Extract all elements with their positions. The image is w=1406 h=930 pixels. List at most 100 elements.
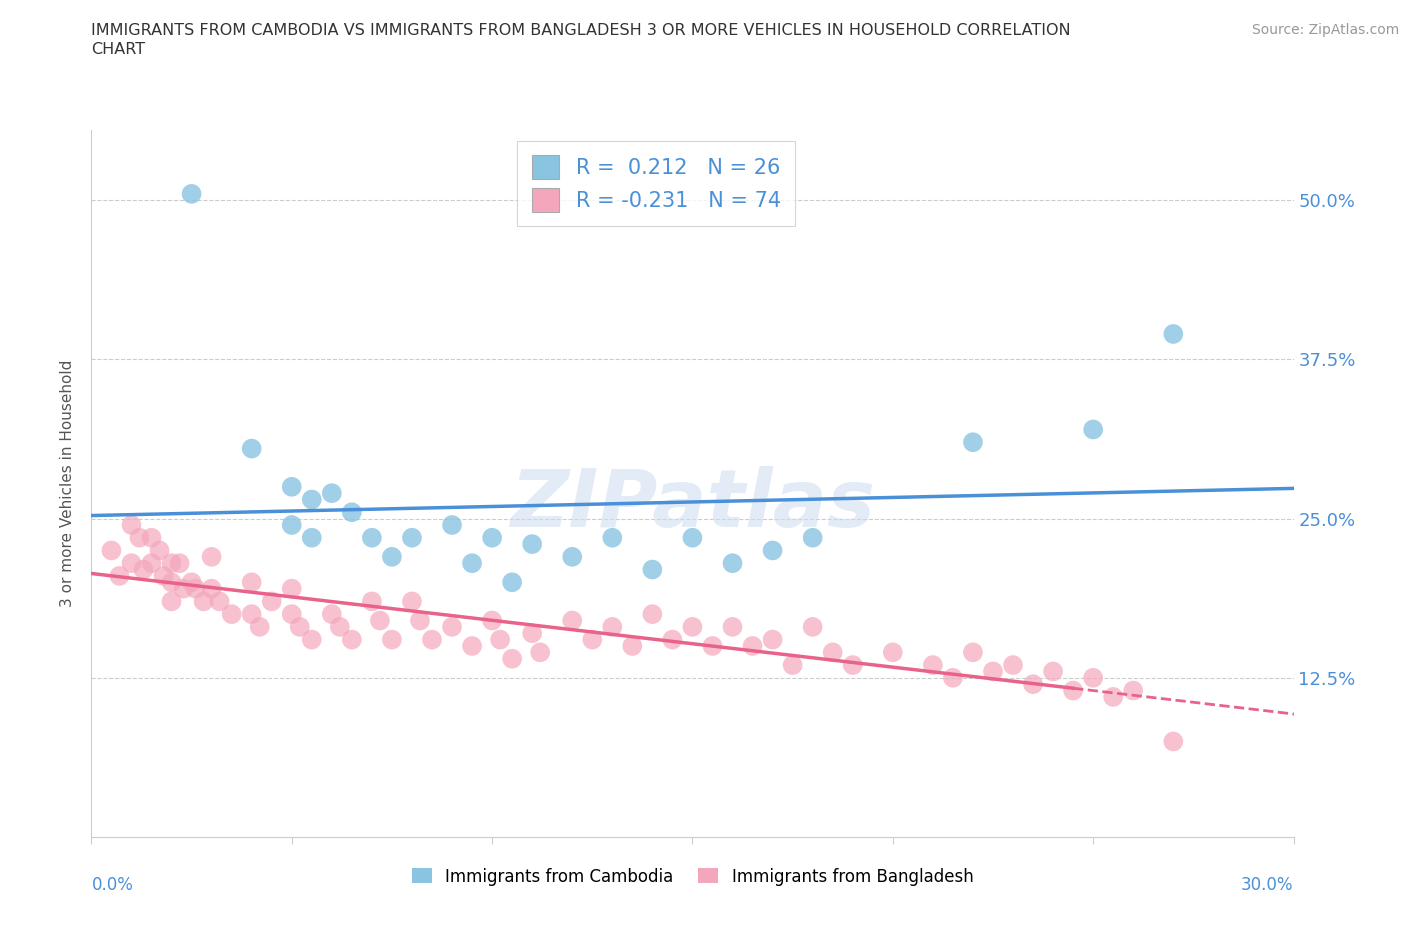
Point <box>201 581 224 596</box>
Point <box>193 594 215 609</box>
Point <box>321 606 343 621</box>
Point <box>461 556 484 571</box>
Point <box>1163 326 1185 341</box>
Point <box>981 664 1004 679</box>
Point <box>160 575 183 590</box>
Point <box>1102 689 1125 704</box>
Point <box>420 632 443 647</box>
Point <box>381 550 404 565</box>
Point <box>340 632 363 647</box>
Point <box>148 543 170 558</box>
Point <box>801 619 824 634</box>
Point <box>381 632 404 647</box>
Point <box>461 639 484 654</box>
Point <box>141 530 163 545</box>
Point <box>301 530 323 545</box>
Point <box>100 543 122 558</box>
Point <box>360 530 382 545</box>
Point <box>922 658 945 672</box>
Point <box>169 556 191 571</box>
Point <box>602 530 624 545</box>
Point <box>108 568 131 583</box>
Point <box>489 632 512 647</box>
Point <box>501 651 523 666</box>
Point <box>401 594 423 609</box>
Point <box>409 613 432 628</box>
Point <box>821 644 844 659</box>
Point <box>522 537 544 551</box>
Point <box>160 594 183 609</box>
Point <box>260 594 283 609</box>
Point <box>1122 684 1144 698</box>
Point <box>160 556 183 571</box>
Point <box>741 639 763 654</box>
Point <box>762 543 785 558</box>
Point <box>121 556 143 571</box>
Point <box>962 434 984 449</box>
Point <box>1163 734 1185 749</box>
Point <box>522 626 544 641</box>
Y-axis label: 3 or more Vehicles in Household: 3 or more Vehicles in Household <box>60 360 76 607</box>
Point <box>340 505 363 520</box>
Point <box>249 619 271 634</box>
Point <box>301 492 323 507</box>
Point <box>942 671 965 685</box>
Point <box>201 550 224 565</box>
Point <box>368 613 391 628</box>
Text: CHART: CHART <box>91 42 145 57</box>
Point <box>481 613 503 628</box>
Text: ZIPatlas: ZIPatlas <box>510 466 875 544</box>
Point <box>184 581 207 596</box>
Text: 0.0%: 0.0% <box>91 876 134 894</box>
Text: IMMIGRANTS FROM CAMBODIA VS IMMIGRANTS FROM BANGLADESH 3 OR MORE VEHICLES IN HOU: IMMIGRANTS FROM CAMBODIA VS IMMIGRANTS F… <box>91 23 1071 38</box>
Point <box>621 639 644 654</box>
Point <box>281 581 304 596</box>
Point <box>661 632 683 647</box>
Point <box>180 186 202 201</box>
Point <box>602 619 624 634</box>
Point <box>801 530 824 545</box>
Point <box>721 619 744 634</box>
Point <box>782 658 804 672</box>
Point <box>1083 422 1105 437</box>
Point <box>1062 684 1084 698</box>
Point <box>1042 664 1064 679</box>
Point <box>702 639 724 654</box>
Point <box>141 556 163 571</box>
Point <box>561 613 583 628</box>
Point <box>681 530 703 545</box>
Point <box>281 606 304 621</box>
Point <box>641 562 664 577</box>
Point <box>173 581 195 596</box>
Text: Source: ZipAtlas.com: Source: ZipAtlas.com <box>1251 23 1399 37</box>
Point <box>481 530 503 545</box>
Point <box>440 518 463 533</box>
Point <box>1001 658 1024 672</box>
Point <box>240 575 263 590</box>
Point <box>281 518 304 533</box>
Point <box>762 632 785 647</box>
Point <box>281 479 304 494</box>
Point <box>180 575 202 590</box>
Point <box>152 568 174 583</box>
Point <box>132 562 155 577</box>
Text: 30.0%: 30.0% <box>1241 876 1294 894</box>
Point <box>208 594 231 609</box>
Point <box>501 575 523 590</box>
Point <box>841 658 863 672</box>
Point <box>240 606 263 621</box>
Point <box>301 632 323 647</box>
Point <box>581 632 603 647</box>
Point <box>240 441 263 456</box>
Legend: R =  0.212   N = 26, R = -0.231   N = 74: R = 0.212 N = 26, R = -0.231 N = 74 <box>517 140 796 226</box>
Point <box>288 619 311 634</box>
Point <box>882 644 904 659</box>
Point <box>440 619 463 634</box>
Point <box>1022 677 1045 692</box>
Point <box>128 530 150 545</box>
Point <box>121 518 143 533</box>
Point <box>1083 671 1105 685</box>
Point <box>221 606 243 621</box>
Point <box>962 644 984 659</box>
Point <box>321 485 343 500</box>
